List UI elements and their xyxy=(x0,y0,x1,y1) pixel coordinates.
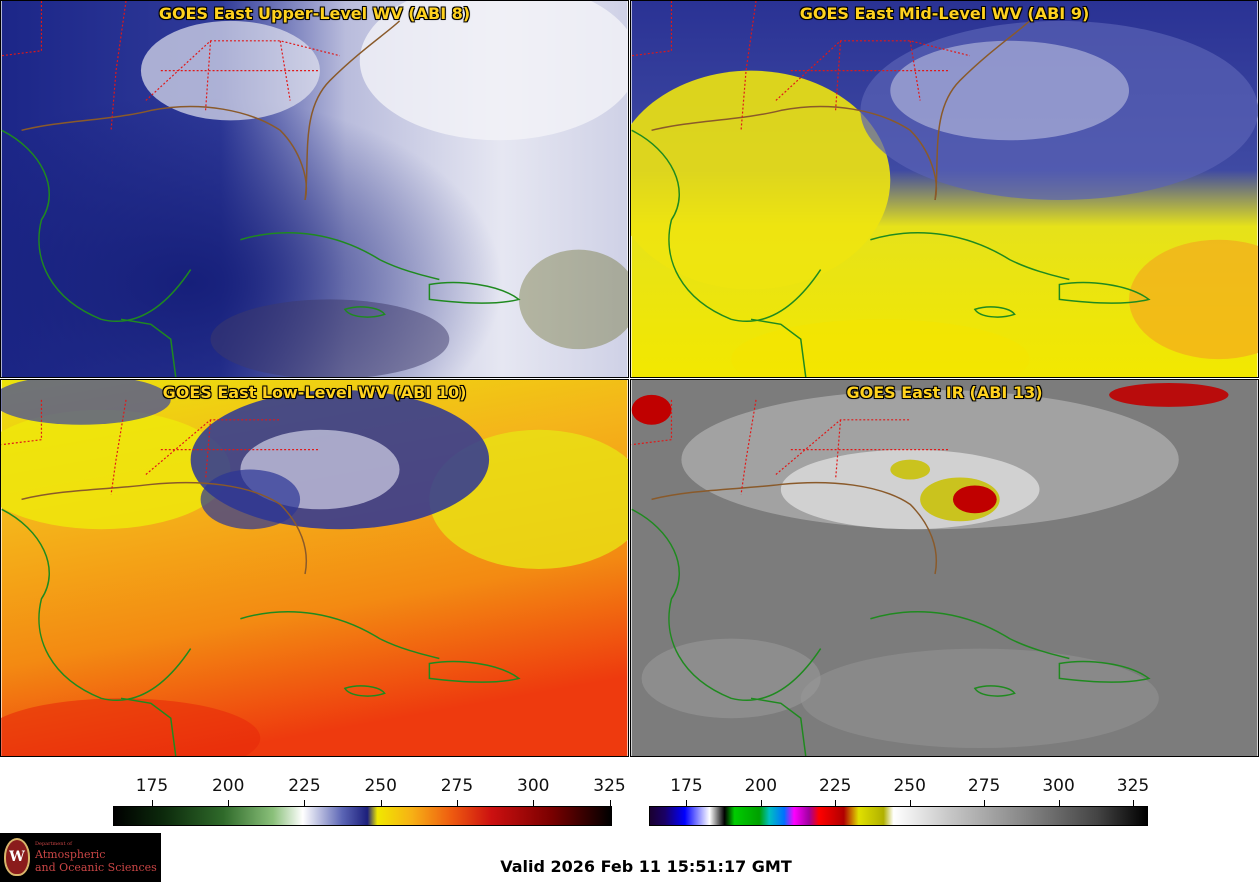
ir-panel: GOES East IR (ABI 13) xyxy=(630,379,1259,757)
valid-time: Valid 2026 Feb 11 15:51:17 GMT xyxy=(500,857,792,876)
colorbar-ir-tick-label: 325 xyxy=(1116,776,1150,796)
colorbar-ir-tick-label: 200 xyxy=(744,776,778,796)
colorbar-wv-tick-mark xyxy=(151,800,153,806)
colorbar-ir-tick-label: 250 xyxy=(893,776,926,796)
colorbar-wv-tick-label: 325 xyxy=(593,776,626,796)
ir-image xyxy=(631,380,1258,756)
colorbar-ir-tick-mark xyxy=(760,800,762,806)
upper-level-wv-panel: GOES East Upper-Level WV (ABI 8) xyxy=(0,0,629,378)
panel-title: GOES East Low-Level WV (ABI 10) xyxy=(162,383,467,402)
colorbar-wv-tick-label: 275 xyxy=(440,776,474,796)
aos-logo: W Department of Atmospheric and Oceanic … xyxy=(0,833,161,882)
colorbar-ir-tick-mark xyxy=(909,800,911,806)
colorbar-ir-tick-mark xyxy=(1133,800,1135,806)
colorbar-ir-tick-mark xyxy=(984,800,986,806)
colorbar-wv-tick-mark xyxy=(228,800,230,806)
panel-title: GOES East Mid-Level WV (ABI 9) xyxy=(799,4,1090,23)
colorbar-wv-tick-mark xyxy=(456,800,458,806)
panel-title: GOES East IR (ABI 13) xyxy=(846,383,1043,402)
colorbar-ir-tick-label: 175 xyxy=(670,776,703,796)
colorbar-wv-tick-label: 250 xyxy=(364,776,397,796)
ir-colorbar xyxy=(649,806,1148,826)
colorbar-ir-tick-label: 225 xyxy=(819,776,852,796)
colorbar-wv-tick-mark xyxy=(609,800,611,806)
colorbar-wv-tick-label: 225 xyxy=(288,776,321,796)
colorbar-ir-tick-mark xyxy=(686,800,688,806)
logo-dept: Department of xyxy=(35,841,72,847)
logo-line-1: Atmospheric xyxy=(35,848,106,861)
colorbar-ir-tick-mark xyxy=(835,800,837,806)
low-level-wv-image xyxy=(1,380,628,756)
colorbar-wv-tick-mark xyxy=(304,800,306,806)
mid-level-wv-panel: GOES East Mid-Level WV (ABI 9) xyxy=(630,0,1259,378)
colorbar-ir-tick-mark xyxy=(1058,800,1060,806)
colorbar-wv-tick-mark xyxy=(533,800,535,806)
panel-title: GOES East Upper-Level WV (ABI 8) xyxy=(158,4,471,23)
colorbar-wv-tick-label: 175 xyxy=(135,776,169,796)
wv-colorbar xyxy=(113,806,612,826)
colorbar-ir-tick-label: 300 xyxy=(1042,776,1075,796)
logo-line-2: and Oceanic Sciences xyxy=(35,861,157,874)
colorbar-ir-tick-label: 275 xyxy=(967,776,1001,796)
uw-seal-icon: W xyxy=(4,838,30,876)
mid-level-wv-image xyxy=(631,1,1258,377)
upper-level-wv-image xyxy=(1,1,628,377)
low-level-wv-panel: GOES East Low-Level WV (ABI 10) xyxy=(0,379,629,757)
colorbar-wv-tick-label: 300 xyxy=(517,776,550,796)
colorbar-wv-tick-label: 200 xyxy=(211,776,245,796)
colorbar-wv-tick-mark xyxy=(380,800,382,806)
